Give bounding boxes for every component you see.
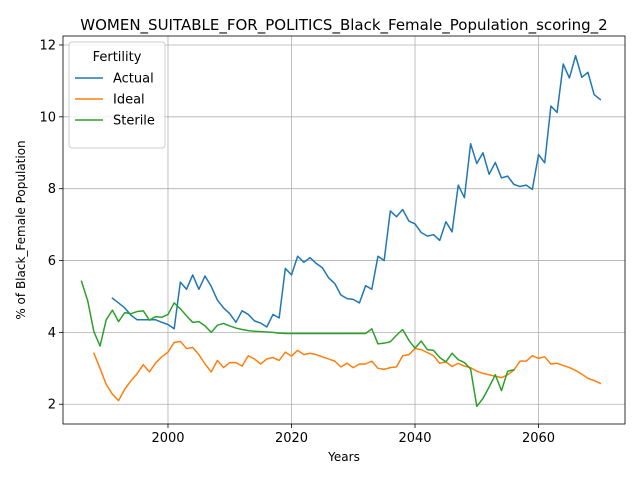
legend: Fertility Actual Ideal Sterile [68, 41, 166, 149]
legend-title: Fertility [93, 50, 142, 65]
series-line-ideal [92, 340, 602, 402]
y-tick-label: 10 [39, 110, 56, 125]
chart-title: WOMEN_SUITABLE_FOR_POLITICS_Black_Female… [80, 16, 607, 35]
x-tick-label: 2040 [398, 431, 431, 446]
legend-box [68, 41, 166, 149]
x-tick-label: 2000 [151, 431, 184, 446]
legend-entries: Actual Ideal Sterile [75, 72, 155, 129]
x-axis-label: Years [327, 450, 360, 464]
plot-frame [62, 35, 626, 425]
y-tick-label: 2 [48, 398, 56, 413]
legend-label-actual: Actual [113, 72, 154, 87]
series-line-actual [111, 55, 602, 330]
y-tick-label: 8 [48, 182, 56, 197]
x-tick-label: 2060 [522, 431, 555, 446]
series-line-sterile [80, 280, 515, 408]
y-axis-label: % of Black_Female Population [14, 140, 28, 319]
series-lines [80, 55, 602, 408]
x-tick-label: 2020 [275, 431, 308, 446]
axis-ticks: 2000 2020 2040 2060 2 4 6 8 10 12 [39, 38, 555, 446]
legend-label-sterile: Sterile [113, 114, 155, 129]
y-tick-label: 6 [48, 254, 56, 269]
y-tick-label: 4 [48, 326, 56, 341]
legend-label-ideal: Ideal [113, 93, 145, 108]
y-tick-label: 12 [39, 38, 56, 53]
